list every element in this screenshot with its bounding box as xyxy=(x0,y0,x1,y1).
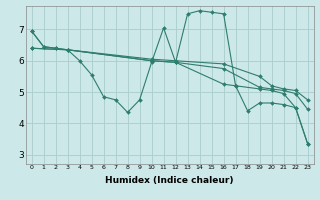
X-axis label: Humidex (Indice chaleur): Humidex (Indice chaleur) xyxy=(105,176,234,185)
